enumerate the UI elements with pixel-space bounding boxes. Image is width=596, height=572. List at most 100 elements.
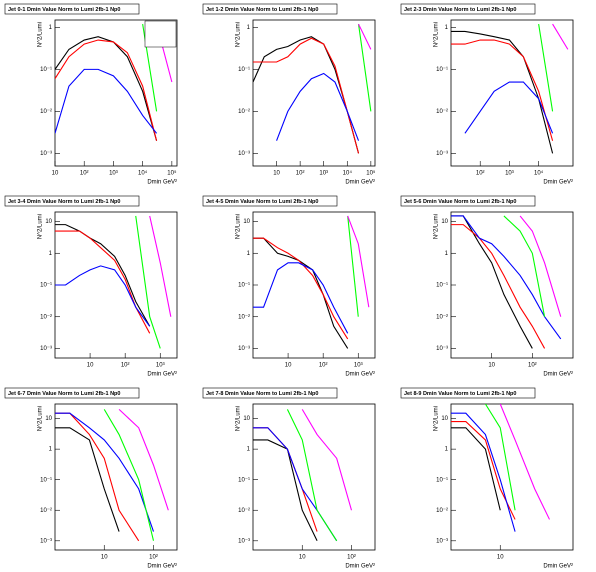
series-line (55, 39, 158, 141)
y-tick-label: 10⁻² (238, 314, 250, 320)
x-tick-label: 10² (319, 363, 328, 369)
series-line (276, 72, 360, 141)
y-tick-label: 10⁻³ (238, 151, 250, 157)
x-tick-label: 10 (285, 363, 292, 369)
y-tick-label: 10⁻³ (40, 151, 52, 157)
panel: 10² 10³ 10⁴ 1 10⁻¹ 10⁻² 10⁻³ Jet 2-3 Dmin Value… (400, 3, 574, 186)
y-tick-label: 10⁻³ (238, 538, 250, 544)
series-line (55, 412, 155, 532)
y-tick-label: 10⁻³ (40, 346, 52, 352)
x-tick-label: 10⁴ (138, 170, 148, 177)
y-tick-label: 10⁻² (436, 508, 448, 514)
y-tick-label: 1 (445, 251, 449, 257)
series-line (55, 230, 151, 334)
series-line (538, 23, 554, 112)
panel: 10 10² 10³ 10⁴ 10⁵ 1 10⁻¹ 10⁻² 10⁻³ Jet 1-2 Dmin … (202, 3, 376, 186)
series-line (253, 237, 349, 340)
y-axis-label: N^2/Lumi (434, 214, 440, 239)
series-line (357, 23, 372, 112)
y-tick-label: 10⁻¹ (40, 283, 52, 289)
x-axis-label: Dmin GeV² (147, 180, 177, 186)
x-tick-label: 10 (101, 555, 108, 561)
y-tick-label: 10 (243, 416, 250, 422)
legend-box (144, 20, 177, 48)
y-tick-label: 10⁻³ (436, 151, 448, 157)
x-tick-label: 10 (488, 363, 495, 369)
series-line (55, 224, 151, 327)
x-tick-label: 10² (528, 363, 537, 369)
y-tick-label: 10 (243, 219, 250, 225)
x-tick-label: 10² (149, 555, 158, 561)
chart-title: Jet 3-4 Dmin Value Norm to Lumi 2fb-1 Np… (8, 199, 120, 205)
y-tick-label: 10⁻² (238, 508, 250, 514)
title-box (4, 387, 140, 399)
x-tick-label: 10⁴ (343, 170, 353, 177)
y-tick-label: 1 (49, 251, 53, 257)
y-tick-label: 10⁻³ (436, 346, 448, 352)
y-tick-label: 10 (441, 219, 448, 225)
title-box (400, 195, 536, 207)
y-axis-label: N^2/Lumi (434, 22, 440, 47)
x-tick-label: 10³ (109, 171, 118, 177)
series-line (149, 215, 172, 317)
y-tick-label: 10⁻² (436, 109, 448, 115)
chart-title: Jet 6-7 Dmin Value Norm to Lumi 2fb-1 Np… (8, 391, 120, 397)
x-tick-label: 10³ (319, 171, 328, 177)
y-tick-label: 10 (45, 219, 52, 225)
x-axis-label: Dmin GeV² (345, 372, 375, 378)
series-line (55, 265, 151, 327)
series-line (347, 215, 359, 317)
y-tick-label: 10⁻³ (436, 538, 448, 544)
x-tick-label: 10² (296, 171, 305, 177)
series-line (347, 215, 370, 308)
x-tick-label: 10⁵ (366, 170, 376, 177)
series-line (253, 37, 360, 154)
series-line (552, 23, 569, 50)
y-tick-label: 10⁻¹ (40, 477, 52, 483)
y-tick-label: 1 (247, 25, 251, 31)
x-tick-label: 10 (87, 363, 94, 369)
series-line (451, 215, 562, 340)
y-tick-label: 10⁻² (40, 109, 52, 115)
series-line (451, 420, 516, 520)
title-box (202, 3, 338, 15)
y-tick-label: 1 (49, 25, 53, 31)
plot-frame (450, 211, 574, 359)
series-line (451, 39, 554, 141)
x-tick-label: 10 (273, 171, 280, 177)
x-axis-label: Dmin GeV² (543, 564, 573, 570)
series-line (451, 412, 516, 532)
x-tick-label: 10 (497, 555, 504, 561)
y-tick-label: 10 (45, 416, 52, 422)
panel: 10 10² 10 1 10⁻¹ 10⁻² 10⁻³ Jet 7-8 Dmin Value N… (202, 387, 376, 570)
y-tick-label: 10⁻¹ (436, 67, 448, 73)
y-tick-label: 10⁻² (40, 314, 52, 320)
series-line (103, 409, 155, 541)
y-axis-label: N^2/Lumi (434, 406, 440, 431)
y-tick-label: 10⁻¹ (238, 283, 250, 289)
y-tick-label: 10⁻¹ (436, 283, 448, 289)
plot-frame (252, 403, 376, 551)
x-tick-label: 10⁴ (534, 170, 544, 177)
y-tick-label: 1 (445, 25, 449, 31)
series-line (118, 408, 169, 511)
series-line (451, 427, 501, 511)
series-line (451, 30, 554, 154)
x-tick-label: 10² (347, 555, 356, 561)
x-tick-label: 10 (299, 555, 306, 561)
chart-title: Jet 4-5 Dmin Value Norm to Lumi 2fb-1 Np… (206, 199, 318, 205)
y-tick-label: 10⁻³ (238, 346, 250, 352)
plot-frame (450, 403, 574, 551)
y-tick-label: 1 (49, 447, 53, 453)
title-box (400, 3, 536, 15)
plot-frame (450, 19, 574, 167)
x-axis-label: Dmin GeV² (543, 180, 573, 186)
y-axis-label: N^2/Lumi (236, 214, 242, 239)
title-box (202, 387, 338, 399)
x-axis-label: Dmin GeV² (543, 372, 573, 378)
y-tick-label: 1 (247, 251, 251, 257)
x-tick-label: 10³ (156, 363, 165, 369)
y-tick-label: 10⁻² (40, 508, 52, 514)
chart-title: Jet 1-2 Dmin Value Norm to Lumi 2fb-1 Np… (206, 7, 318, 13)
